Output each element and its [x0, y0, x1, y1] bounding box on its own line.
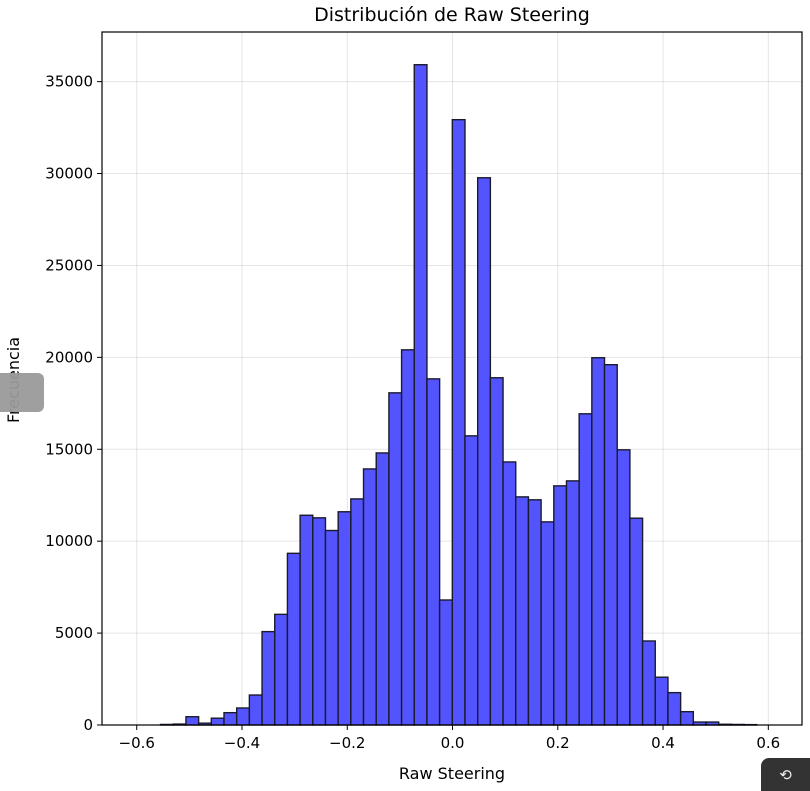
histogram-bar [502, 461, 517, 726]
side-panel-handle[interactable] [0, 373, 44, 412]
chart-title: Distribución de Raw Steering [314, 4, 590, 26]
histogram-bar [299, 514, 314, 726]
histogram-bar [413, 64, 428, 726]
histogram-bar [679, 710, 695, 726]
plot-frame [101, 31, 803, 726]
histogram-bar [476, 177, 492, 726]
x-tick-label: 0.0 [441, 734, 465, 752]
histogram-bar [185, 716, 200, 726]
x-tick-label: −0.2 [329, 734, 365, 752]
x-tick-label: 0.6 [756, 734, 780, 752]
y-tick-label: 0 [83, 716, 93, 734]
histogram-bar [438, 599, 454, 726]
histogram-bar [235, 707, 251, 726]
y-tick-label: 30000 [45, 165, 93, 183]
histogram-bar [274, 613, 289, 726]
histogram-bar [464, 435, 479, 726]
y-tick-label: 35000 [45, 73, 93, 91]
histogram-bar [210, 717, 225, 726]
x-tick-label: 0.4 [651, 734, 675, 752]
histogram-bar [527, 499, 542, 726]
histogram-bar [553, 485, 568, 726]
x-tick-label: 0.2 [546, 734, 570, 752]
histogram-bar [616, 449, 631, 726]
histogram-bar [426, 378, 441, 726]
histogram-bar [400, 349, 415, 726]
reset-view-button[interactable]: ⟲ [761, 758, 810, 791]
x-tick-label: −0.4 [224, 734, 260, 752]
x-axis-label: Raw Steering [399, 764, 505, 783]
histogram-bar [350, 498, 365, 726]
histogram-bar [578, 413, 593, 726]
histogram-bar [312, 517, 327, 726]
histogram-bar [629, 517, 644, 726]
y-tick-label: 5000 [55, 624, 93, 642]
histogram-bar [540, 521, 555, 726]
histogram-bar [667, 691, 682, 726]
histogram-bar [515, 496, 530, 726]
x-axis-ticks: −0.6 −0.4 −0.2 0.0 0.2 0.4 0.6 [119, 725, 780, 752]
y-tick-label: 10000 [45, 532, 93, 550]
histogram-bar [489, 377, 504, 726]
y-tick-label: 15000 [45, 440, 93, 458]
histogram-bar [223, 711, 238, 726]
histogram-bar [641, 640, 656, 726]
y-tick-label: 25000 [45, 256, 93, 274]
bars [159, 64, 758, 726]
histogram-bar [451, 118, 466, 726]
x-tick-label: −0.6 [119, 734, 155, 752]
histogram-bar [362, 468, 377, 726]
histogram-bar [591, 357, 606, 726]
rotate-ccw-icon: ⟲ [779, 765, 792, 784]
y-tick-label: 20000 [45, 348, 93, 366]
histogram-bar [565, 480, 580, 726]
histogram-bar [603, 364, 618, 726]
y-axis-ticks: 0 5000 10000 15000 20000 25000 30000 35000 [45, 73, 102, 734]
histogram-bar [261, 630, 276, 726]
histogram-bar [337, 511, 352, 726]
histogram-bar [324, 529, 339, 726]
histogram-bar [286, 552, 301, 726]
histogram-bar [388, 392, 403, 726]
histogram-bar [654, 676, 669, 726]
histogram-bar [375, 452, 390, 726]
histogram-bar [248, 694, 263, 726]
